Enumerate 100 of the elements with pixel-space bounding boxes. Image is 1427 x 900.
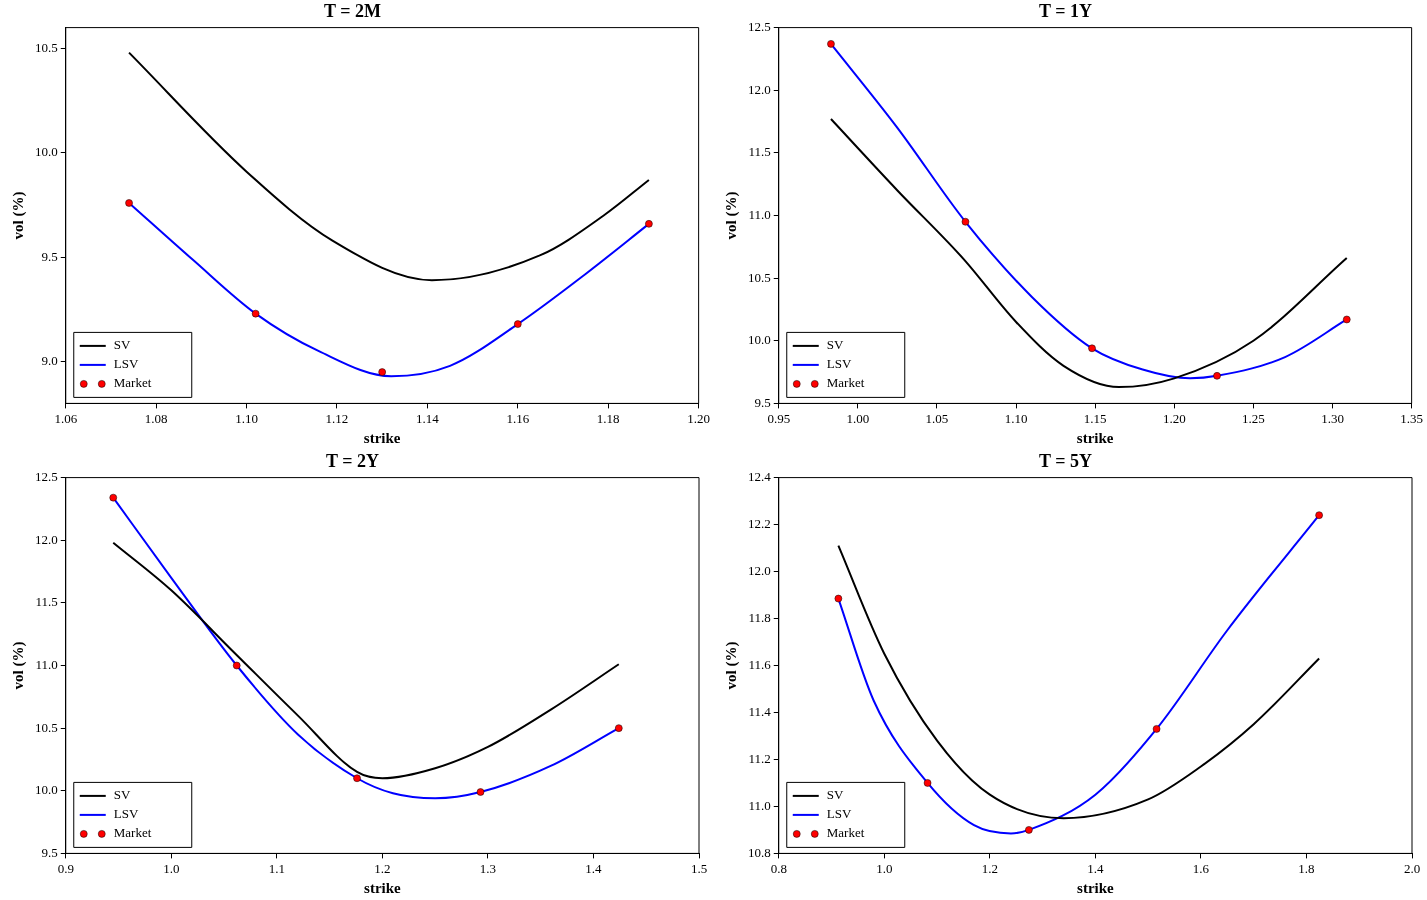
point — [251, 309, 260, 318]
x-tick-label: 1.25 — [1242, 410, 1265, 426]
y-tick-label: 11.0 — [748, 206, 771, 222]
y-axis-title: vol (%) — [9, 191, 27, 240]
x-tick-label: 1.0 — [163, 860, 180, 876]
x-tick-label: 1.1 — [268, 860, 285, 876]
x-tick-label: 1.2 — [374, 860, 391, 876]
chart-title: T = 5Y — [1039, 451, 1092, 472]
y-tick-label: 11.6 — [748, 656, 772, 672]
y-tick-label: 9.5 — [41, 844, 58, 860]
x-tick-label: 0.9 — [57, 860, 74, 876]
legend-label: LSV — [826, 806, 852, 822]
y-tick-label: 10.0 — [35, 144, 58, 160]
y-tick-label: 12.2 — [748, 516, 771, 531]
y-tick-label: 12.0 — [35, 531, 58, 547]
y-tick-label: 12.0 — [748, 562, 771, 578]
x-tick-label: 1.10 — [1004, 410, 1028, 426]
y-tick-label: 10.0 — [748, 332, 771, 348]
legend-label: Market — [826, 375, 865, 391]
legend-label: SV — [113, 787, 131, 803]
y-tick-label: 10.8 — [748, 844, 771, 860]
x-axis-title: strike — [364, 879, 402, 896]
point — [109, 493, 117, 502]
line-series — [112, 541, 620, 780]
x-tick-label: 2.0 — [1403, 860, 1421, 876]
legend-label: SV — [113, 337, 131, 353]
y-tick-label: 12.0 — [748, 81, 771, 97]
point — [514, 320, 522, 328]
y-axis-title: vol (%) — [722, 641, 740, 690]
x-tick-label: 1.2 — [981, 860, 998, 876]
y-tick-label: 11.5 — [748, 144, 771, 160]
x-tick-label: 1.4 — [1087, 860, 1104, 876]
x-tick-label: 0.8 — [770, 860, 787, 876]
chart-title: T = 1Y — [1039, 1, 1092, 22]
point — [827, 40, 835, 48]
point — [378, 368, 386, 376]
point — [645, 220, 653, 228]
x-axis-title: strike — [1077, 879, 1115, 896]
point — [615, 724, 623, 732]
x-tick-label: 1.10 — [235, 410, 258, 426]
y-tick-label: 10.5 — [35, 719, 58, 735]
point — [961, 218, 970, 226]
x-tick-label: 1.20 — [687, 410, 710, 426]
point — [923, 779, 932, 787]
point — [476, 788, 485, 796]
y-tick-label: 11.0 — [748, 797, 771, 813]
y-axis-title: vol (%) — [722, 191, 740, 240]
legend-label: Market — [826, 825, 865, 841]
point — [353, 774, 361, 782]
x-tick-label: 1.30 — [1321, 410, 1344, 426]
y-tick-label: 10.0 — [35, 782, 58, 798]
x-tick-label: 1.08 — [144, 410, 168, 426]
x-tick-label: 1.14 — [416, 410, 440, 426]
x-tick-label: 1.6 — [1192, 860, 1210, 876]
legend-label: SV — [826, 337, 844, 353]
point — [1088, 344, 1096, 353]
legend-label: LSV — [826, 356, 852, 372]
x-tick-label: 1.15 — [1083, 410, 1107, 426]
x-tick-label: 1.20 — [1162, 410, 1186, 426]
chart-title: T = 2M — [324, 1, 381, 22]
y-tick-label: 12.5 — [748, 19, 771, 35]
x-tick-label: 1.35 — [1400, 410, 1423, 426]
legend-label: LSV — [113, 806, 139, 822]
legend-label: LSV — [113, 356, 139, 372]
x-tick-label: 1.3 — [479, 860, 497, 876]
point — [1213, 372, 1221, 380]
x-tick-label: 0.95 — [767, 410, 791, 426]
point — [1343, 315, 1351, 324]
legend-label: Market — [113, 375, 152, 391]
x-tick-label: 1.05 — [925, 410, 949, 426]
x-tick-label: 1.5 — [690, 860, 708, 876]
point — [1025, 826, 1033, 834]
line-series — [128, 51, 650, 282]
y-tick-label: 11.4 — [748, 703, 772, 719]
y-tick-label: 12.5 — [35, 469, 58, 485]
x-tick-label: 1.4 — [585, 860, 603, 876]
x-tick-label: 1.16 — [506, 410, 530, 426]
point — [232, 661, 241, 670]
y-tick-label: 11.2 — [748, 750, 771, 766]
x-tick-label: 1.8 — [1298, 860, 1315, 876]
line-series — [829, 118, 1348, 389]
y-tick-label: 12.4 — [748, 469, 772, 485]
x-tick-label: 1.18 — [596, 410, 620, 426]
y-tick-label: 9.5 — [41, 248, 58, 264]
legend-label: Market — [113, 825, 152, 841]
y-tick-label: 10.5 — [748, 269, 771, 285]
point — [1152, 725, 1161, 733]
x-tick-label: 1.06 — [54, 410, 78, 426]
y-tick-label: 9.0 — [41, 353, 58, 369]
point — [834, 594, 843, 603]
y-tick-label: 11.5 — [35, 594, 58, 610]
point — [1315, 511, 1323, 519]
point — [125, 199, 133, 207]
y-tick-label: 10.5 — [35, 39, 58, 55]
y-axis-title: vol (%) — [9, 641, 27, 690]
y-tick-label: 11.8 — [748, 609, 771, 625]
x-axis-title: strike — [363, 429, 401, 446]
y-tick-label: 9.5 — [754, 394, 771, 410]
x-tick-label: 1.0 — [876, 860, 893, 876]
x-tick-label: 1.12 — [325, 410, 349, 426]
